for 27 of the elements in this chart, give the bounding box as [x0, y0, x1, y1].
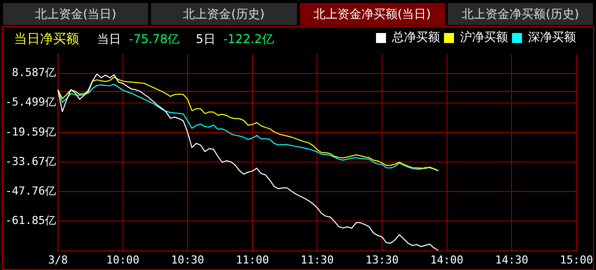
- legend-label: 深净买额: [528, 30, 576, 44]
- text: 北上资金(历史): [151, 3, 296, 25]
- y-tick-label: -33.67亿: [5, 154, 56, 168]
- x-tick-label: 10:00: [106, 253, 140, 266]
- text: -122.2亿: [223, 30, 274, 48]
- y-tick-label: -19.59亿: [5, 125, 56, 138]
- x-tick-label: 11:30: [300, 253, 334, 266]
- text: 当日: [97, 30, 121, 48]
- x-tick-label: 14:00: [430, 253, 464, 266]
- text: 北上资金净买额(历史): [448, 3, 593, 25]
- chart-title: 当日净买额: [14, 31, 79, 48]
- x-tick-label: 10:30: [171, 253, 204, 266]
- x-tick-label: 13:30: [365, 253, 399, 266]
- y-tick-label: 8.587亿: [12, 66, 56, 80]
- y-tick-label: -5.499亿: [5, 96, 56, 109]
- legend-label: 沪净买额: [460, 30, 508, 44]
- y-tick-label: -47.76亿: [5, 184, 56, 198]
- y-tick-label: -61.85亿: [5, 214, 56, 227]
- legend-label: 总净买额: [391, 30, 440, 44]
- x-tick-label: 15:00: [560, 253, 594, 266]
- x-tick-label: 3/8: [48, 253, 68, 266]
- text: 北上资金净买额(当日): [300, 3, 445, 25]
- x-tick-label: 11:00: [236, 253, 269, 266]
- text: 北上资金(当日): [3, 3, 148, 25]
- text: -75.78亿: [129, 30, 180, 48]
- text: 5日: [196, 30, 216, 48]
- x-tick-label: 14:30: [495, 253, 528, 266]
